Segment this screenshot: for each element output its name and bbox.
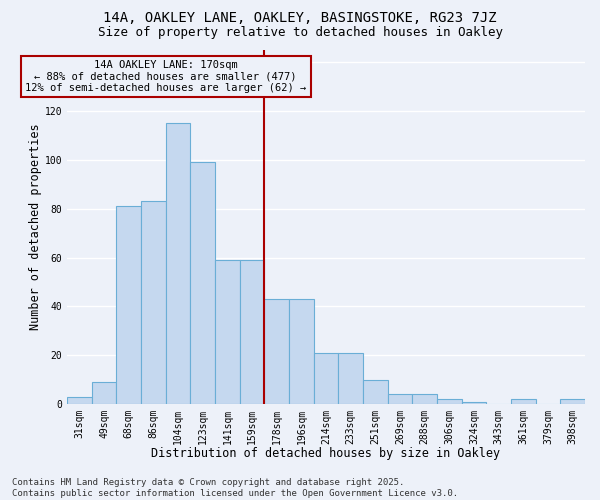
Bar: [560, 399, 585, 404]
Bar: [190, 162, 215, 404]
Bar: [92, 382, 116, 404]
Bar: [511, 399, 536, 404]
Bar: [67, 397, 92, 404]
X-axis label: Distribution of detached houses by size in Oakley: Distribution of detached houses by size …: [151, 447, 500, 460]
Bar: [289, 299, 314, 404]
Text: Contains HM Land Registry data © Crown copyright and database right 2025.
Contai: Contains HM Land Registry data © Crown c…: [12, 478, 458, 498]
Bar: [388, 394, 412, 404]
Bar: [338, 353, 363, 404]
Bar: [116, 206, 141, 404]
Bar: [363, 380, 388, 404]
Text: 14A, OAKLEY LANE, OAKLEY, BASINGSTOKE, RG23 7JZ: 14A, OAKLEY LANE, OAKLEY, BASINGSTOKE, R…: [103, 11, 497, 25]
Bar: [215, 260, 240, 404]
Text: Size of property relative to detached houses in Oakley: Size of property relative to detached ho…: [97, 26, 503, 39]
Bar: [265, 299, 289, 404]
Bar: [240, 260, 265, 404]
Bar: [461, 402, 487, 404]
Bar: [412, 394, 437, 404]
Bar: [166, 124, 190, 404]
Y-axis label: Number of detached properties: Number of detached properties: [29, 124, 42, 330]
Bar: [314, 353, 338, 404]
Bar: [437, 399, 461, 404]
Text: 14A OAKLEY LANE: 170sqm
← 88% of detached houses are smaller (477)
12% of semi-d: 14A OAKLEY LANE: 170sqm ← 88% of detache…: [25, 60, 307, 93]
Bar: [141, 202, 166, 404]
